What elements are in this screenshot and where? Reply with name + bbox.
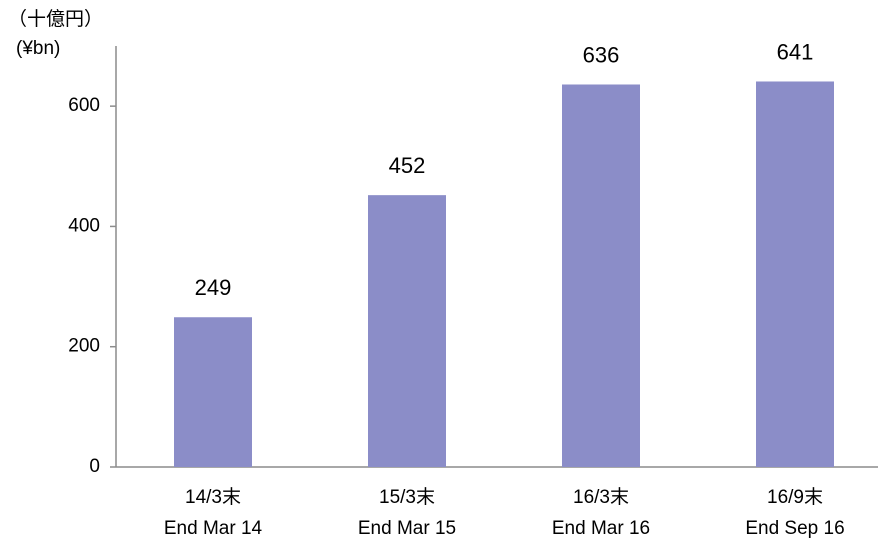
value-label: 636 xyxy=(583,42,620,67)
y-axis-label: （十億円） xyxy=(8,8,103,30)
bar xyxy=(368,195,446,467)
value-label: 249 xyxy=(195,275,232,300)
value-label: 641 xyxy=(777,39,814,64)
x-tick-label: End Mar 14 xyxy=(164,518,263,539)
bar xyxy=(562,84,640,468)
x-tick-label: 15/3末 xyxy=(379,486,435,508)
x-tick-label: End Sep 16 xyxy=(745,518,844,539)
y-tick-label: 200 xyxy=(68,336,100,357)
x-tick-label: 16/9末 xyxy=(767,486,823,508)
y-axis-label: (¥bn) xyxy=(16,38,60,59)
y-tick-label: 0 xyxy=(89,456,100,477)
bar xyxy=(174,317,252,467)
y-tick-label: 600 xyxy=(68,95,100,116)
x-tick-label: End Mar 15 xyxy=(358,518,456,539)
x-tick-label: 16/3末 xyxy=(573,486,629,508)
value-label: 452 xyxy=(389,153,426,178)
bar xyxy=(756,81,834,467)
y-tick-label: 400 xyxy=(68,215,100,236)
x-tick-label: End Mar 16 xyxy=(552,518,650,539)
x-tick-label: 14/3末 xyxy=(185,486,241,508)
